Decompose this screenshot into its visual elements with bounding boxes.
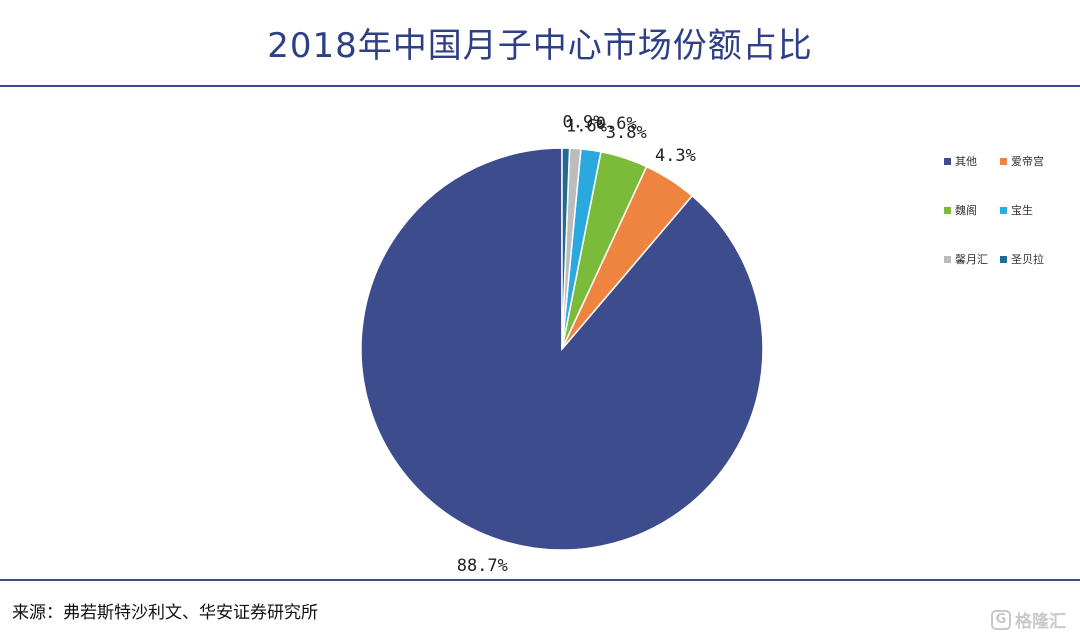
legend-swatch-2 xyxy=(944,207,951,214)
pie-slices xyxy=(360,147,764,551)
slice-label-2: 3.8% xyxy=(606,123,647,143)
legend-swatch-1 xyxy=(1000,158,1007,165)
legend-swatch-4 xyxy=(944,256,951,263)
slice-label-0: 88.7% xyxy=(457,556,508,576)
slice-label-4: 0.9% xyxy=(563,112,604,132)
slice-label-1: 4.3% xyxy=(655,146,696,166)
watermark: G 格隆汇 xyxy=(991,607,1066,632)
watermark-logo-icon: G xyxy=(991,609,1011,630)
legend-swatch-3 xyxy=(1000,207,1007,214)
legend-label-4: 馨月汇 xyxy=(955,252,988,266)
legend-swatch-5 xyxy=(1000,256,1007,263)
title-divider xyxy=(0,85,1080,87)
legend-label-2: 魏阁 xyxy=(955,203,977,217)
footer-divider xyxy=(0,579,1080,581)
legend-label-0: 其他 xyxy=(955,155,977,168)
legend-label-3: 宝生 xyxy=(1011,203,1033,217)
slice-labels: 88.7% 4.3% 3.8%1.6%0.9%0.6% xyxy=(457,112,696,575)
chart-title: 2018年中国月子中心市场份额占比 xyxy=(267,26,813,66)
slice-label-3: 1.6% xyxy=(566,116,607,136)
legend-label-1: 爱帝宫 xyxy=(1011,154,1044,168)
watermark-text: 格隆汇 xyxy=(1015,612,1066,632)
legend-label-5: 圣贝拉 xyxy=(1011,252,1044,266)
source-note: 来源：弗若斯特沙利文、华安证券研究所 xyxy=(12,603,318,623)
slice-label-5: 0.6% xyxy=(596,114,637,134)
legend-swatch-0 xyxy=(944,158,951,165)
pie-slice-5 xyxy=(561,147,571,350)
